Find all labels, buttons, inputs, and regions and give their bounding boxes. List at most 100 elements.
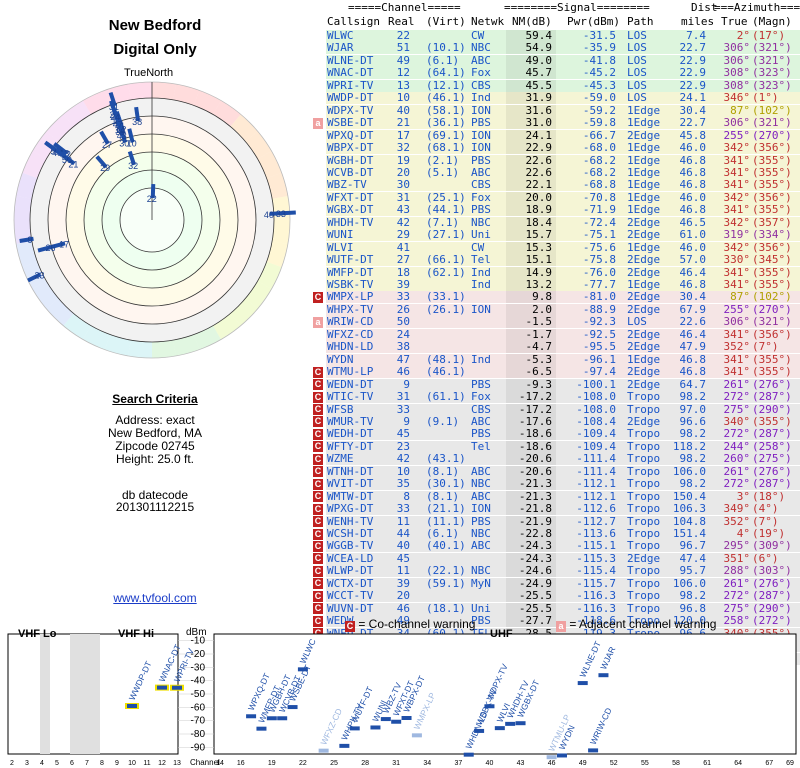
vhf-tick-label: 10 xyxy=(128,760,136,767)
tvfool-link[interactable]: www.tvfool.com xyxy=(113,591,197,605)
cell-true: 346° xyxy=(723,91,751,105)
cell-pwr: -116.3 xyxy=(576,589,616,603)
cell-miles: 22.9 xyxy=(679,66,707,80)
cell-miles: 46.4 xyxy=(679,327,707,341)
table-row: WEDN-DT 9 PBS -9.3 -100.1 2Edge 64.7 261° (276°) xyxy=(326,377,800,391)
nm-band xyxy=(506,191,556,204)
criteria-address: Address: exact xyxy=(115,413,195,427)
cell-real: 51 xyxy=(396,41,410,55)
cell-virt: (61.1) xyxy=(426,390,466,404)
cell-netwk: Ind xyxy=(471,91,491,105)
cell-true: 341° xyxy=(723,203,751,217)
cell-path: Tropo xyxy=(627,452,661,466)
cell-pwr: -59.8 xyxy=(582,116,616,130)
y-tick-label: -10 xyxy=(191,636,206,647)
signal-bar xyxy=(246,714,257,719)
cell-real: 9 xyxy=(403,414,410,428)
cell-miles: 150.4 xyxy=(672,489,706,503)
cell-netwk: PBS xyxy=(471,153,491,167)
cell-real: 26 xyxy=(396,302,410,316)
vhf-tick-label: 8 xyxy=(100,760,104,767)
cell-true: 275° xyxy=(723,601,751,615)
cell-netwk: ABC xyxy=(471,53,491,67)
cell-pwr: -109.4 xyxy=(576,427,616,441)
cell-true: 261° xyxy=(723,377,751,391)
legend-adjacent: a = Adjacent channel warning xyxy=(556,617,716,632)
cell-real: 23 xyxy=(396,439,410,453)
cell-virt: (9.1) xyxy=(426,414,460,428)
cochannel-warning-icon: C xyxy=(313,503,323,515)
cell-netwk: PBS xyxy=(471,377,491,391)
cell-true: 244° xyxy=(723,439,751,453)
cell-virt: (6.1) xyxy=(426,53,460,67)
cell-nm: 54.9 xyxy=(525,41,553,55)
cell-path: 1Edge xyxy=(627,116,661,130)
station-label: 23 xyxy=(35,270,45,280)
y-tick-label: -30 xyxy=(191,662,206,673)
cell-path: 2Edge xyxy=(627,365,661,379)
cell-real: 12 xyxy=(396,66,410,80)
station-label: 33 xyxy=(276,209,286,219)
cell-callsign: WLNE-DT xyxy=(327,53,374,67)
cell-miles: 46.8 xyxy=(679,153,707,167)
cell-miles: 47.9 xyxy=(679,340,707,354)
nm-band xyxy=(506,602,556,615)
cell-real: 22 xyxy=(396,29,410,42)
uhf-tick-label: 37 xyxy=(454,760,462,767)
cell-real: 9 xyxy=(403,377,410,391)
cell-netwk: PBS xyxy=(471,614,491,628)
criteria-height: Height: 25.0 ft. xyxy=(115,452,195,466)
cell-netwk: Ind xyxy=(471,352,491,366)
nm-band xyxy=(506,540,556,553)
cell-callsign: WMFP-DT xyxy=(327,265,374,279)
signal-bar xyxy=(256,726,267,731)
cell-path: Tropo xyxy=(627,589,661,603)
cell-pwr: -112.1 xyxy=(576,477,616,491)
cell-callsign: WZME xyxy=(327,452,354,466)
cell-real: 8 xyxy=(403,489,410,503)
cell-nm: 45.5 xyxy=(525,78,553,92)
cell-nm: -9.3 xyxy=(525,377,553,391)
uhf-tick-label: 64 xyxy=(734,760,742,767)
channel-label: Channel xyxy=(190,758,220,767)
cell-callsign: WBPX-DT xyxy=(327,141,374,155)
cell-magn: (303°) xyxy=(752,564,792,578)
cell-magn: (287°) xyxy=(752,427,792,441)
cell-nm: 22.9 xyxy=(525,141,553,155)
nm-band xyxy=(506,104,556,117)
nm-band xyxy=(506,328,556,341)
station-marker xyxy=(109,102,119,117)
cell-magn: (287°) xyxy=(752,390,792,404)
cell-virt: (44.1) xyxy=(426,203,466,217)
cell-path: 2Edge xyxy=(627,215,661,229)
table-row: WSBK-TV 39 Ind 13.2 -77.7 1Edge 46.8 341° (355°) xyxy=(326,279,800,291)
cell-true: 261° xyxy=(723,464,751,478)
vhf-tick-label: 3 xyxy=(25,760,29,767)
nm-band xyxy=(506,590,556,603)
cell-path: 1Edge xyxy=(627,153,661,167)
nm-band xyxy=(506,154,556,167)
nm-band xyxy=(506,291,556,304)
table-row: WTIC-TV 31 (61.1) Fox -17.2 -108.0 Tropo 98.2 27… xyxy=(326,390,800,404)
cell-nm: -21.8 xyxy=(518,502,552,516)
nm-band xyxy=(506,341,556,354)
cell-pwr: -108.0 xyxy=(576,390,616,404)
cell-callsign: WPXG-DT xyxy=(327,502,374,516)
cell-callsign: WENH-TV xyxy=(327,514,374,528)
cell-true: 341° xyxy=(723,165,751,179)
cochannel-warning-icon: C xyxy=(313,578,323,590)
cell-miles: 46.5 xyxy=(679,215,707,229)
cochannel-warning-icon: C xyxy=(313,516,323,528)
cell-magn: (287°) xyxy=(752,589,792,603)
cell-callsign: WLVI xyxy=(327,240,354,254)
cell-callsign: WUVN-DT xyxy=(327,601,374,615)
uhf-tick-label: 61 xyxy=(703,760,711,767)
station-marker xyxy=(134,106,141,122)
cell-virt: (18.1) xyxy=(426,601,466,615)
signal-bar xyxy=(505,721,516,726)
cell-pwr: -95.5 xyxy=(582,340,616,354)
signal-bar xyxy=(598,673,609,678)
cell-pwr: -68.2 xyxy=(582,153,616,167)
uhf-tick-label: 55 xyxy=(641,760,649,767)
station-label: 12 xyxy=(61,150,71,160)
